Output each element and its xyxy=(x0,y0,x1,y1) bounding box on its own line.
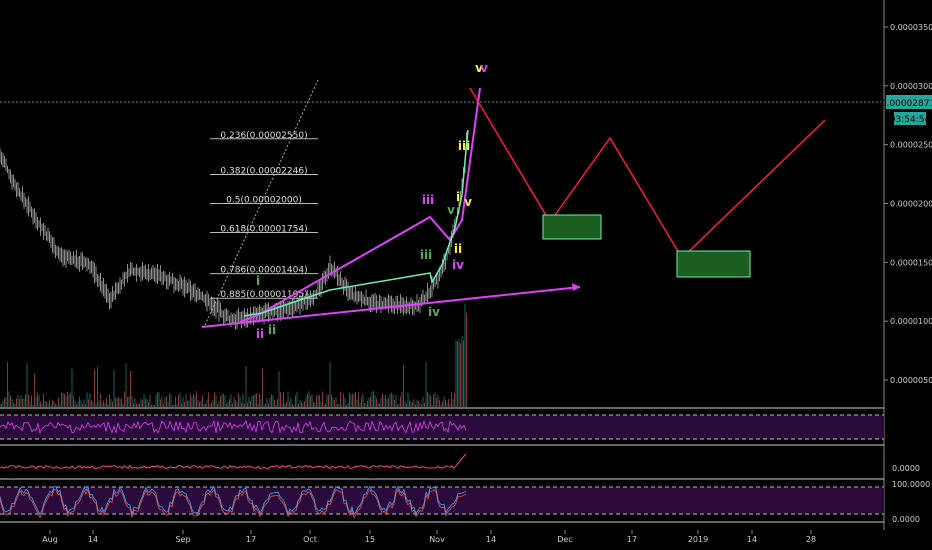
rsi-line xyxy=(0,419,467,435)
trendline-arrow-icon xyxy=(572,283,580,291)
countdown-badge xyxy=(894,112,926,125)
time-tick-label: Dec xyxy=(557,535,572,544)
last-price-label: 0.00002871 xyxy=(881,99,932,109)
time-tick-label: 17 xyxy=(246,535,256,544)
time-tick-label: 2019 xyxy=(688,535,708,544)
rsi-band xyxy=(0,415,884,439)
wave-magenta xyxy=(239,87,481,323)
time-tick-label: 14 xyxy=(88,535,98,544)
macd-line xyxy=(0,453,467,470)
fib-level-label: 0.382(0.00002246) xyxy=(220,167,307,177)
wave-label: iii xyxy=(420,248,432,262)
time-tick-label: Aug xyxy=(42,535,58,544)
fib-level-label: 0.885(0.00001195) xyxy=(220,290,307,300)
wave-label: v xyxy=(480,61,488,75)
time-tick-label: 28 xyxy=(806,535,816,544)
projection-path xyxy=(469,87,826,260)
time-tick-label: 14 xyxy=(486,535,496,544)
wave-label: i xyxy=(456,190,460,204)
volume-bars xyxy=(0,303,467,407)
time-axis: Aug 14 Sep 17 Oct 15 Nov 14 Dec 17 2019 14 28 xyxy=(42,530,816,544)
price-tick-label: 0.00002000 xyxy=(890,200,932,209)
time-tick-label: Sep xyxy=(175,535,190,544)
wave-label: iv xyxy=(428,305,440,319)
wave-label: v xyxy=(447,203,455,217)
macd-zero-label: 0.0000 xyxy=(892,464,920,473)
target-box-1 xyxy=(542,214,602,240)
stoch-upper-label: 100.0000 xyxy=(892,480,930,489)
stoch-lower-label: 0.0000 xyxy=(892,515,920,524)
fib-level-label: 0.236(0.00002550) xyxy=(220,131,307,141)
wave-label: i xyxy=(256,274,260,288)
time-tick-label: 14 xyxy=(747,535,757,544)
macd-path xyxy=(0,453,467,470)
stoch-lines xyxy=(0,485,467,519)
fib-level-label: 0.786(0.00001404) xyxy=(220,266,307,276)
last-price-badge xyxy=(886,95,932,109)
fib-trend-line xyxy=(204,79,319,326)
wave-label: iv xyxy=(452,258,464,272)
rsi-path xyxy=(0,419,467,435)
wave-label: ii xyxy=(268,323,276,337)
time-tick-label: Oct xyxy=(303,535,317,544)
fib-level-label: 0.618(0.00001754) xyxy=(220,224,307,234)
time-tick-label: 17 xyxy=(627,535,637,544)
fib-level-label: 0.5(0.00002000) xyxy=(226,196,302,206)
stoch-k-path xyxy=(0,485,467,516)
countdown-label: 03:54:54 xyxy=(890,115,931,125)
wave-label: v xyxy=(464,195,472,209)
indicator-axis: 0.0000 100.0000 0.0000 xyxy=(892,464,930,524)
time-tick-label: Nov xyxy=(429,535,445,544)
time-tick-label: 15 xyxy=(365,535,375,544)
wave-label: iii xyxy=(458,139,470,153)
stoch-d-path xyxy=(0,488,467,519)
target-box-2 xyxy=(676,250,751,278)
wave-green xyxy=(243,129,469,317)
wave-label: ii xyxy=(454,242,462,256)
wave-label: v xyxy=(475,61,483,75)
support-trendline xyxy=(201,286,581,328)
stoch-band xyxy=(0,487,884,514)
wave-label: iii xyxy=(422,193,434,207)
wave-label: ii xyxy=(256,327,264,341)
fib-levels: 0.236(0.00002550) 0.382(0.00002246) 0.5(0.… xyxy=(210,131,318,300)
